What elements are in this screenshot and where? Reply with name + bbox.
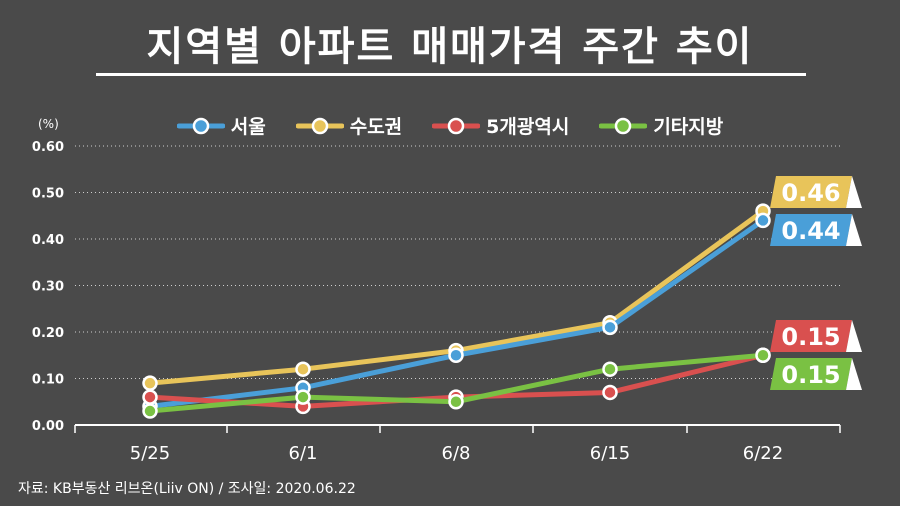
y-tick-label: 0.40 bbox=[32, 233, 64, 248]
end-label-text: 0.15 bbox=[781, 323, 840, 351]
end-label-box bbox=[770, 320, 852, 352]
end-label-text: 0.46 bbox=[781, 179, 840, 207]
end-label-text: 0.44 bbox=[781, 217, 840, 245]
y-tick-label: 0.50 bbox=[32, 187, 64, 202]
data-point bbox=[448, 347, 464, 363]
x-tick-label: 6/15 bbox=[590, 443, 630, 464]
legend-item: 수도권 bbox=[295, 112, 403, 139]
legend-marker bbox=[311, 117, 328, 134]
data-point bbox=[755, 347, 771, 363]
end-label-accent bbox=[846, 176, 862, 208]
data-point bbox=[602, 384, 618, 401]
data-point bbox=[142, 403, 158, 419]
end-label-box bbox=[770, 358, 852, 390]
chart-title: 지역별 아파트 매매가격 주간 추이 bbox=[146, 24, 754, 70]
legend-marker bbox=[615, 117, 632, 134]
end-label-accent bbox=[846, 358, 862, 390]
data-point bbox=[295, 389, 311, 405]
legend-item: 서울 bbox=[176, 112, 266, 139]
x-tick-label: 6/1 bbox=[289, 443, 318, 464]
legend-marker bbox=[192, 117, 209, 134]
legend-swatch bbox=[432, 117, 481, 134]
y-axis-unit: (%) bbox=[38, 117, 59, 131]
end-label-text: 0.15 bbox=[781, 361, 840, 389]
end-value-label: 0.46 bbox=[770, 176, 862, 208]
data-point bbox=[602, 361, 618, 377]
legend-label: 기타지방 bbox=[653, 116, 724, 138]
end-value-label: 0.44 bbox=[770, 214, 862, 246]
data-point bbox=[448, 394, 464, 410]
legend-label: 수도권 bbox=[349, 116, 403, 138]
data-point bbox=[142, 389, 158, 405]
end-label-accent bbox=[846, 320, 862, 352]
legend-label: 서울 bbox=[230, 116, 266, 138]
x-tick-label: 6/22 bbox=[743, 443, 783, 464]
legend-swatch bbox=[295, 117, 344, 134]
end-label-box bbox=[770, 176, 852, 208]
y-tick-label: 0.20 bbox=[32, 326, 64, 341]
legend-swatch bbox=[176, 117, 225, 134]
legend-swatch bbox=[599, 117, 648, 134]
end-label-box bbox=[770, 214, 852, 246]
end-label-accent bbox=[846, 214, 862, 246]
legend-item: 기타지방 bbox=[599, 112, 723, 139]
data-point bbox=[295, 361, 311, 377]
legend-label: 5개광역시 bbox=[486, 116, 570, 138]
title-underline bbox=[96, 73, 806, 76]
data-point bbox=[142, 375, 158, 391]
data-point bbox=[602, 319, 618, 336]
legend-item: 5개광역시 bbox=[432, 112, 569, 139]
y-tick-label: 0.60 bbox=[32, 140, 64, 155]
y-tick-label: 0.30 bbox=[32, 280, 64, 295]
end-value-label: 0.15 bbox=[770, 358, 862, 390]
y-tick-label: 0.00 bbox=[32, 419, 64, 434]
data-point bbox=[755, 212, 771, 229]
x-tick-label: 5/25 bbox=[130, 443, 170, 464]
legend: 서울 수도권 5개광역시 기타지방 bbox=[0, 112, 900, 139]
x-tick-label: 6/8 bbox=[442, 443, 471, 464]
source-note: 자료: KB부동산 리브온(Liiv ON) / 조사일: 2020.06.22 bbox=[18, 481, 356, 497]
legend-marker bbox=[447, 117, 465, 134]
end-value-label: 0.15 bbox=[770, 320, 862, 352]
y-tick-label: 0.10 bbox=[32, 373, 64, 388]
